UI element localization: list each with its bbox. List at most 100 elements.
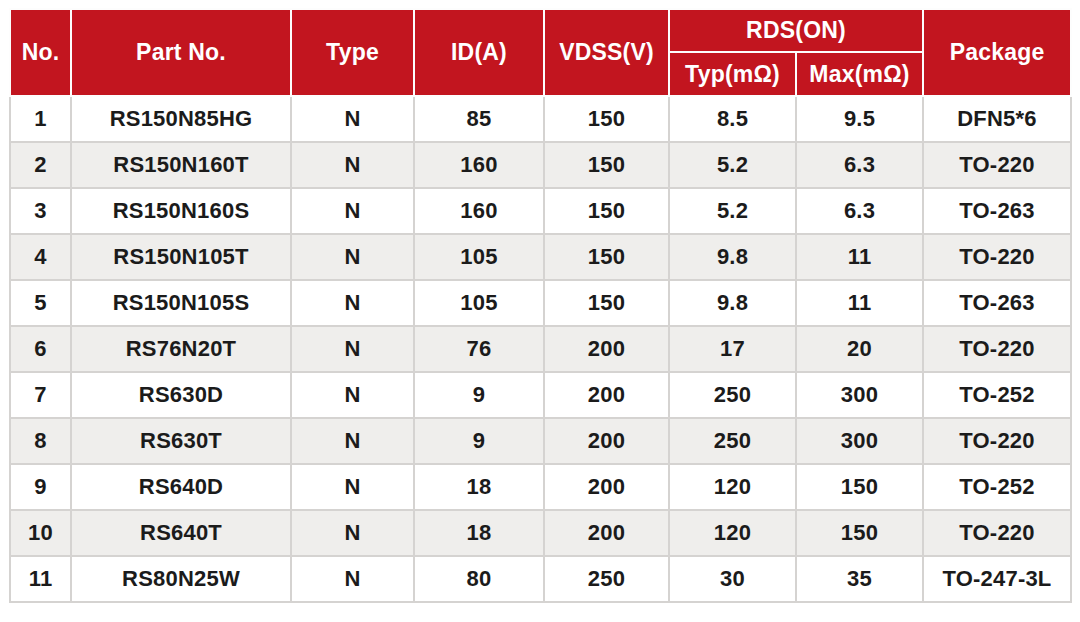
table-row: 9 RS640D N 18 200 120 150 TO-252 [10,464,1071,510]
cell-part-no: RS150N105T [71,234,291,280]
cell-no: 9 [10,464,71,510]
cell-package: TO-220 [923,142,1071,188]
cell-id: 76 [414,326,544,372]
cell-vdss: 150 [544,188,669,234]
table-header: No. Part No. Type ID(A) VDSS(V) RDS(ON) … [10,9,1071,96]
cell-package: TO-220 [923,234,1071,280]
cell-rds-typ: 8.5 [669,96,796,142]
cell-type: N [291,418,414,464]
cell-package: TO-220 [923,418,1071,464]
cell-package: TO-252 [923,464,1071,510]
cell-no: 3 [10,188,71,234]
cell-type: N [291,372,414,418]
cell-vdss: 200 [544,510,669,556]
cell-no: 4 [10,234,71,280]
cell-rds-max: 150 [796,464,923,510]
cell-package: DFN5*6 [923,96,1071,142]
cell-rds-max: 9.5 [796,96,923,142]
cell-rds-typ: 250 [669,372,796,418]
cell-rds-max: 20 [796,326,923,372]
cell-type: N [291,234,414,280]
cell-id: 9 [414,372,544,418]
table-row: 8 RS630T N 9 200 250 300 TO-220 [10,418,1071,464]
table-row: 2 RS150N160T N 160 150 5.2 6.3 TO-220 [10,142,1071,188]
col-header-vdss: VDSS(V) [544,9,669,96]
cell-type: N [291,188,414,234]
cell-type: N [291,510,414,556]
cell-package: TO-220 [923,326,1071,372]
cell-id: 80 [414,556,544,602]
cell-type: N [291,556,414,602]
table-row: 1 RS150N85HG N 85 150 8.5 9.5 DFN5*6 [10,96,1071,142]
cell-rds-max: 11 [796,280,923,326]
cell-type: N [291,326,414,372]
cell-type: N [291,142,414,188]
cell-type: N [291,96,414,142]
cell-rds-max: 150 [796,510,923,556]
cell-part-no: RS630T [71,418,291,464]
cell-rds-typ: 250 [669,418,796,464]
col-header-rds-group: RDS(ON) [669,9,923,52]
cell-part-no: RS640D [71,464,291,510]
table-row: 4 RS150N105T N 105 150 9.8 11 TO-220 [10,234,1071,280]
cell-id: 9 [414,418,544,464]
cell-id: 18 [414,510,544,556]
col-header-package: Package [923,9,1071,96]
table-row: 3 RS150N160S N 160 150 5.2 6.3 TO-263 [10,188,1071,234]
cell-part-no: RS150N105S [71,280,291,326]
table-row: 7 RS630D N 9 200 250 300 TO-252 [10,372,1071,418]
mosfet-selection-table-page: No. Part No. Type ID(A) VDSS(V) RDS(ON) … [0,0,1080,622]
cell-id: 105 [414,280,544,326]
cell-vdss: 250 [544,556,669,602]
cell-rds-typ: 120 [669,510,796,556]
cell-part-no: RS76N20T [71,326,291,372]
cell-rds-typ: 5.2 [669,188,796,234]
cell-part-no: RS150N160T [71,142,291,188]
cell-rds-max: 300 [796,418,923,464]
cell-vdss: 200 [544,326,669,372]
cell-id: 160 [414,142,544,188]
cell-part-no: RS640T [71,510,291,556]
cell-vdss: 200 [544,418,669,464]
cell-rds-typ: 9.8 [669,234,796,280]
cell-rds-typ: 5.2 [669,142,796,188]
cell-id: 18 [414,464,544,510]
col-header-part-no: Part No. [71,9,291,96]
cell-id: 160 [414,188,544,234]
cell-rds-max: 6.3 [796,188,923,234]
cell-no: 11 [10,556,71,602]
cell-no: 5 [10,280,71,326]
cell-id: 85 [414,96,544,142]
cell-vdss: 150 [544,234,669,280]
cell-no: 6 [10,326,71,372]
table-row: 10 RS640T N 18 200 120 150 TO-220 [10,510,1071,556]
table-row: 5 RS150N105S N 105 150 9.8 11 TO-263 [10,280,1071,326]
cell-no: 8 [10,418,71,464]
table-row: 11 RS80N25W N 80 250 30 35 TO-247-3L [10,556,1071,602]
cell-no: 1 [10,96,71,142]
cell-part-no: RS150N85HG [71,96,291,142]
cell-no: 10 [10,510,71,556]
table-row: 6 RS76N20T N 76 200 17 20 TO-220 [10,326,1071,372]
cell-package: TO-247-3L [923,556,1071,602]
col-header-id: ID(A) [414,9,544,96]
cell-rds-typ: 120 [669,464,796,510]
col-header-type: Type [291,9,414,96]
cell-rds-max: 11 [796,234,923,280]
cell-rds-typ: 17 [669,326,796,372]
cell-rds-typ: 9.8 [669,280,796,326]
cell-type: N [291,280,414,326]
col-header-no: No. [10,9,71,96]
cell-package: TO-263 [923,280,1071,326]
cell-package: TO-263 [923,188,1071,234]
cell-rds-typ: 30 [669,556,796,602]
cell-part-no: RS80N25W [71,556,291,602]
cell-package: TO-220 [923,510,1071,556]
cell-vdss: 150 [544,142,669,188]
mosfet-product-table: No. Part No. Type ID(A) VDSS(V) RDS(ON) … [9,8,1072,603]
cell-rds-max: 6.3 [796,142,923,188]
cell-vdss: 200 [544,372,669,418]
cell-id: 105 [414,234,544,280]
cell-vdss: 200 [544,464,669,510]
cell-part-no: RS630D [71,372,291,418]
